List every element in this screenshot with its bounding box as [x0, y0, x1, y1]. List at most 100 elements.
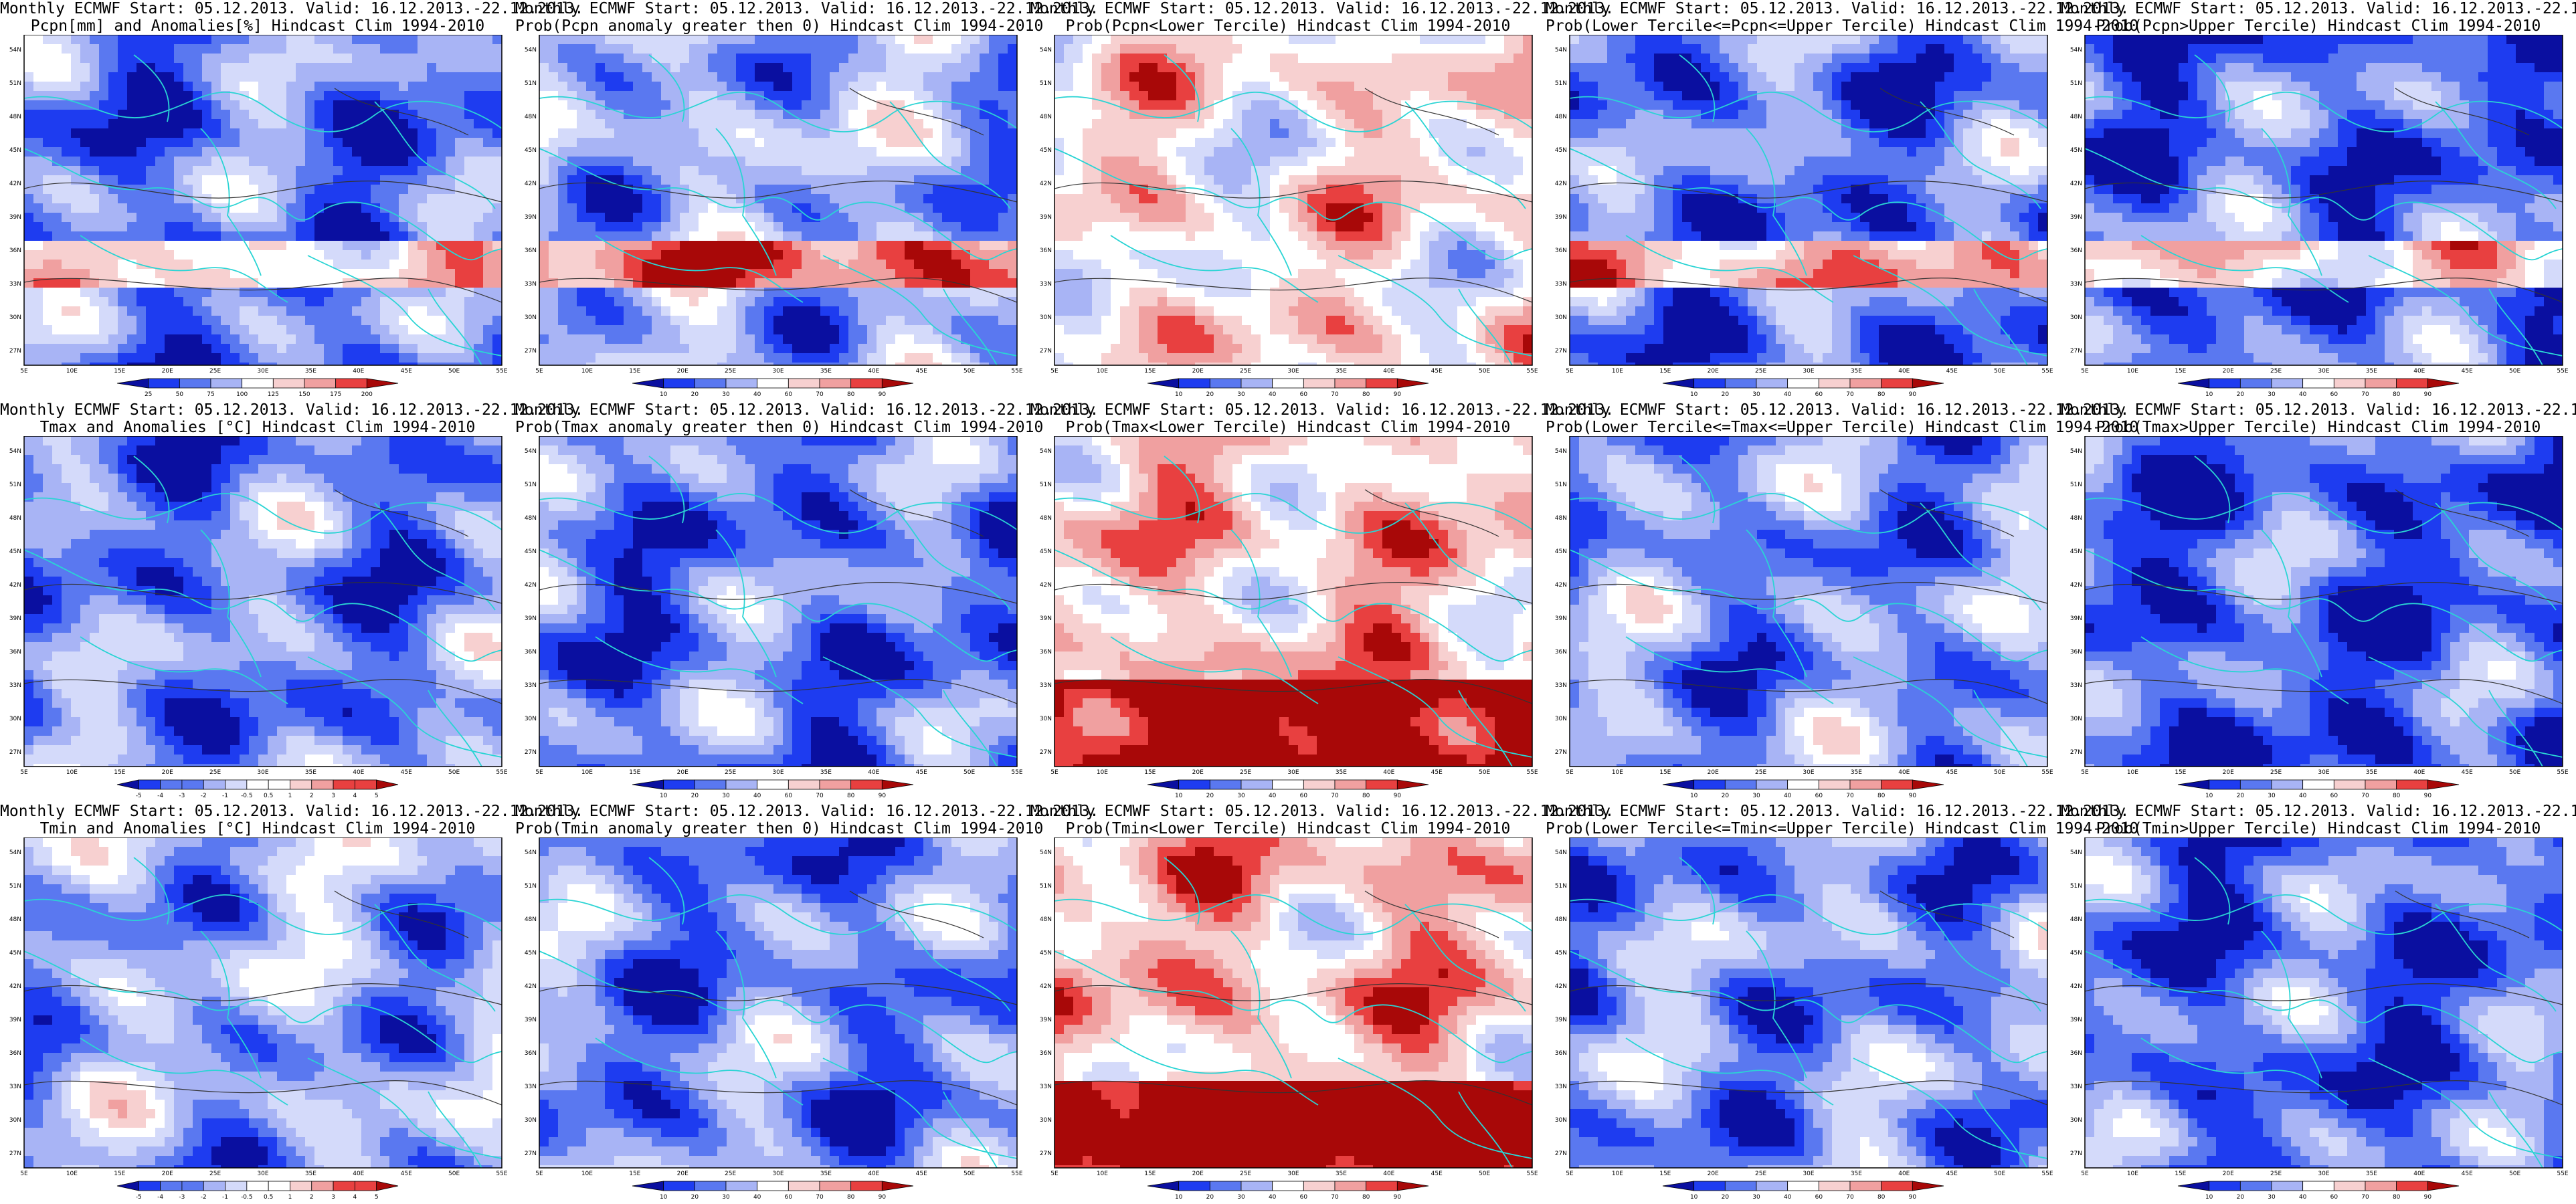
- lat-tick-label: 30N: [525, 1117, 537, 1124]
- contour-line: [1364, 88, 1499, 136]
- lat-tick-label: 48N: [2070, 114, 2082, 120]
- colorbar-tick-label: 70: [2361, 391, 2369, 398]
- colorbar-tick-label: 40: [753, 793, 761, 799]
- lon-tick-label: 35E: [2366, 368, 2377, 375]
- lon-tick-label: 30E: [2318, 769, 2329, 776]
- lon-tick-label: 20E: [1708, 368, 1719, 375]
- coastline: [943, 1091, 998, 1168]
- coastline: [1746, 930, 1807, 1079]
- lat-tick-label: 42N: [1555, 582, 1567, 589]
- coastline: [2085, 549, 2563, 662]
- map-panel: Monthly ECMWF Start: 05.12.2013. Valid: …: [1546, 0, 2138, 401]
- coastline: [374, 502, 496, 611]
- forecast-map: 54N 51N 48N 45N 42N 39N 36N 33N 30N 27N 5E 10E 15E 20…: [9, 837, 508, 1177]
- colorbar-tick-label: 80: [847, 793, 855, 799]
- map-frame: [539, 436, 1018, 767]
- lon-tick-label: 50E: [1479, 769, 1490, 776]
- coastline: [307, 1058, 502, 1159]
- colorbar-swatch: [333, 1181, 355, 1191]
- lat-tick-label: 51N: [9, 80, 21, 87]
- panel-subtitle: Prob(Pcpn>Upper Tercile) Hindcast Clim 1…: [2061, 17, 2576, 35]
- colorbar: 10 20 30 40 60 70 80 90: [632, 1181, 914, 1201]
- lon-tick-label: 40E: [1383, 1171, 1394, 1177]
- panel-subtitle: Prob(Lower Tercile<=Pcpn<=Upper Tercile)…: [1546, 17, 2138, 35]
- coastline: [374, 904, 496, 1012]
- colorbar-swatch: [1240, 1181, 1273, 1191]
- coastline: [648, 456, 685, 524]
- contour-line: [1570, 278, 2047, 303]
- contour-line: [334, 88, 469, 136]
- coastline: [1164, 857, 1200, 925]
- contour-line: [1570, 679, 2047, 704]
- lon-tick-label: 10E: [1097, 769, 1108, 776]
- lon-tick-label: 30E: [772, 769, 784, 776]
- contour-line: [1054, 983, 1532, 1005]
- contour-line: [24, 1080, 502, 1106]
- lat-tick-label: 45N: [525, 950, 537, 957]
- colorbar: 10 20 30 40 60 70 80 90: [2177, 779, 2460, 799]
- lon-tick-label: 25E: [209, 368, 221, 375]
- lat-tick-label: 27N: [1040, 348, 1052, 355]
- colorbar-tick-label: 90: [1394, 1194, 1402, 1201]
- colorbar-tick-label: 60: [1300, 793, 1308, 799]
- colorbar-swatch: [757, 378, 789, 389]
- lat-tick-label: 42N: [1040, 582, 1052, 589]
- lon-tick-label: 25E: [2270, 769, 2282, 776]
- colorbar-tick-label: 70: [2361, 793, 2369, 799]
- lat-tick-label: 39N: [2070, 214, 2082, 221]
- colorbar-swatch: [1209, 1181, 1242, 1191]
- colorbar-swatch: [819, 779, 852, 790]
- forecast-map: 54N 51N 48N 45N 42N 39N 36N 33N 30N 27N 5E 10E 15E 20…: [9, 436, 508, 776]
- lat-tick-label: 33N: [9, 281, 21, 288]
- colorbar-tick-label: 30: [2268, 793, 2276, 799]
- lon-tick-label: 20E: [2223, 1171, 2234, 1177]
- lat-tick-label: 54N: [1040, 448, 1052, 455]
- colorbar-tick-label: 20: [1206, 793, 1214, 799]
- coastline: [2140, 636, 2349, 704]
- colorbar-swatch: [2271, 1181, 2304, 1191]
- map-panel: Monthly ECMWF Start: 05.12.2013. Valid: …: [2061, 803, 2576, 1204]
- colorbar-swatch: [788, 779, 820, 790]
- contour-line: [539, 983, 1017, 1005]
- lon-tick-label: 5E: [2081, 769, 2089, 776]
- lat-tick-label: 33N: [525, 682, 537, 689]
- lon-tick-label: 45E: [401, 1171, 412, 1177]
- lon-tick-label: 40E: [2413, 1171, 2425, 1177]
- shaded-field: [1054, 436, 1532, 767]
- colorbar-tick-label: -0.5: [241, 1194, 253, 1201]
- coastline: [80, 636, 288, 704]
- colorbar-tick-label: 40: [1784, 391, 1792, 398]
- lon-tick-label: 50E: [1994, 769, 2005, 776]
- lon-tick-label: 45E: [1431, 368, 1443, 375]
- contour-line: [1879, 890, 2015, 938]
- contour-line: [2085, 983, 2563, 1005]
- lon-tick-label: 10E: [2127, 368, 2138, 375]
- lat-tick-label: 51N: [9, 482, 21, 488]
- lon-tick-label: 50E: [2509, 1171, 2520, 1177]
- lon-tick-label: 20E: [162, 368, 173, 375]
- lon-tick-label: 5E: [1566, 1171, 1574, 1177]
- lon-tick-label: 15E: [629, 769, 640, 776]
- colorbar-swatch: [2271, 779, 2304, 790]
- map-panel: Monthly ECMWF Start: 05.12.2013. Valid: …: [1030, 803, 1614, 1204]
- colorbar-swatch: [1334, 378, 1367, 389]
- colorbar-tick-label: 30: [1752, 1194, 1760, 1201]
- colorbar-tick-label: -5: [136, 793, 142, 799]
- colorbar-tick-label: 2: [310, 793, 314, 799]
- coastline: [1625, 1037, 1834, 1106]
- lon-tick-label: 20E: [2223, 769, 2234, 776]
- coastline: [24, 148, 502, 261]
- lon-tick-label: 5E: [20, 769, 28, 776]
- lon-tick-label: 20E: [162, 769, 173, 776]
- lon-tick-label: 15E: [114, 769, 125, 776]
- lat-tick-label: 36N: [1040, 247, 1052, 254]
- colorbar-swatch: [2177, 1181, 2210, 1191]
- lon-tick-label: 10E: [66, 1171, 78, 1177]
- lon-tick-label: 40E: [2413, 368, 2425, 375]
- coastline: [1404, 904, 1526, 1012]
- colorbar-tick-label: -1: [222, 1194, 228, 1201]
- lon-tick-label: 25E: [725, 1171, 736, 1177]
- colorbar-tick-label: 10: [1690, 793, 1698, 799]
- lat-tick-label: 36N: [2070, 247, 2082, 254]
